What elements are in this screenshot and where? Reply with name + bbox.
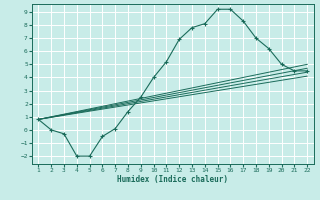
X-axis label: Humidex (Indice chaleur): Humidex (Indice chaleur) <box>117 175 228 184</box>
